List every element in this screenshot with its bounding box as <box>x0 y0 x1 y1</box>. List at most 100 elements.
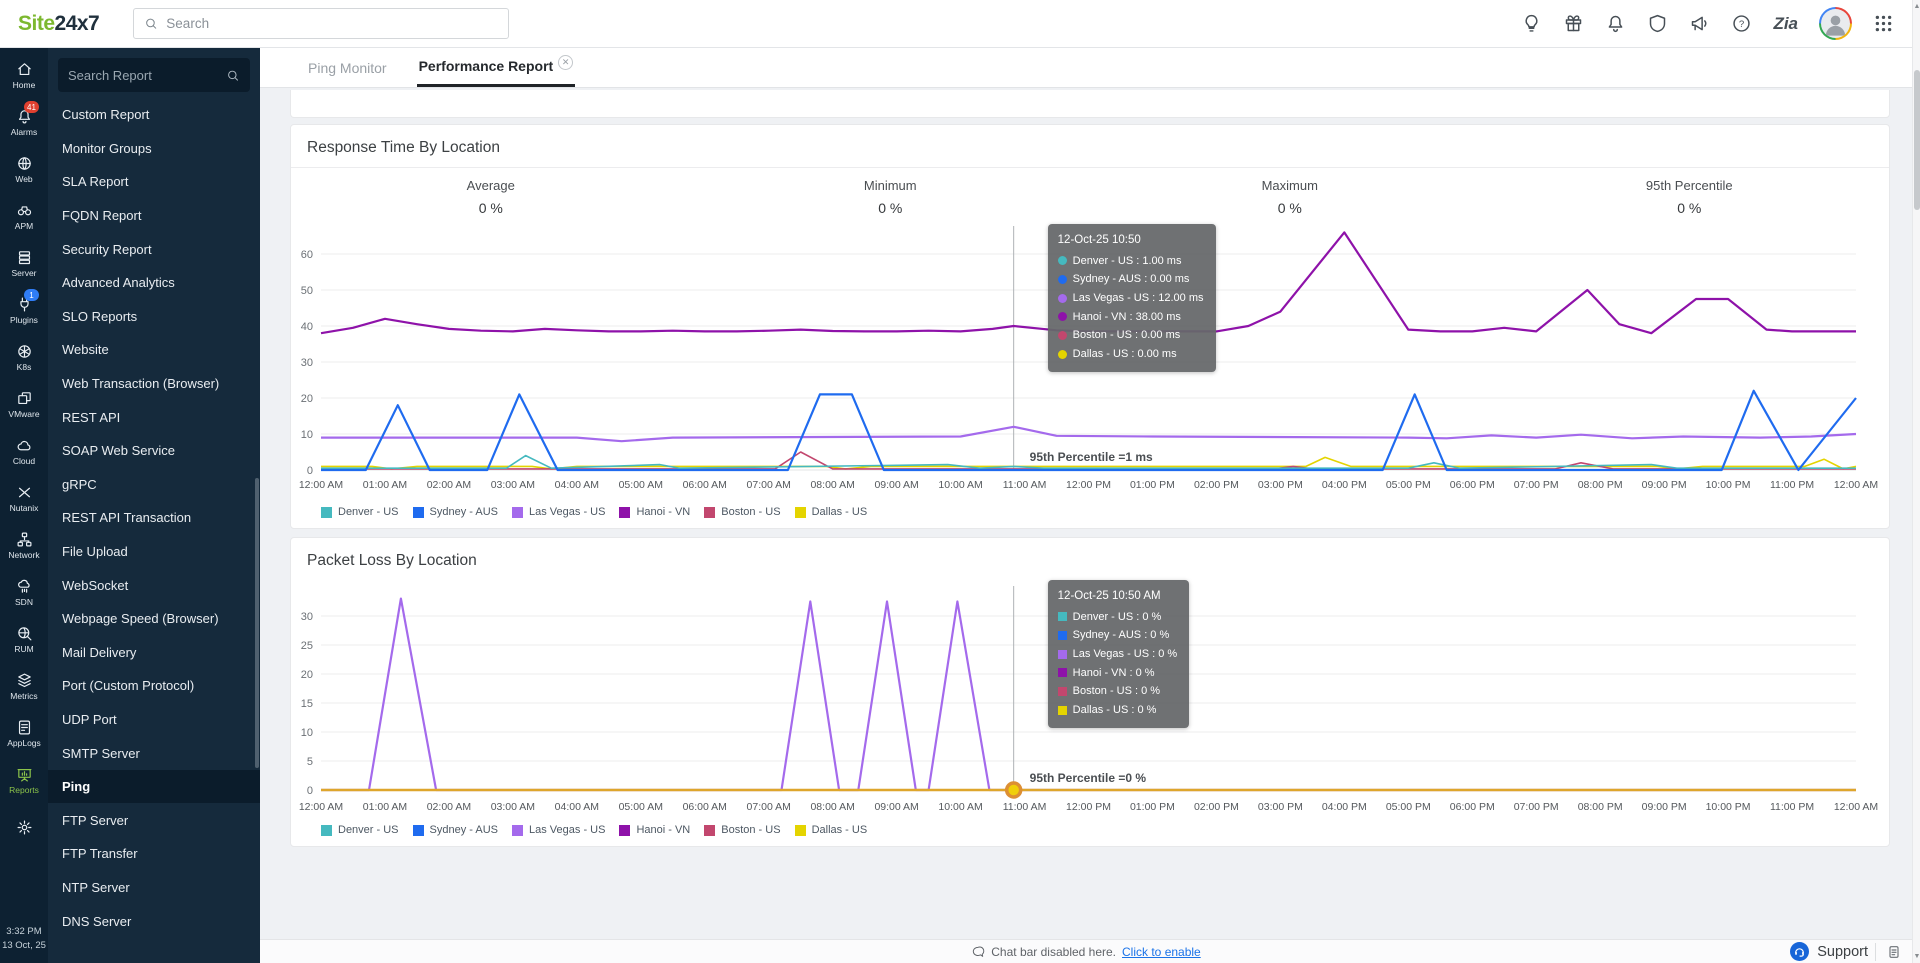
stat-value: 0 % <box>1677 200 1702 216</box>
page-scrollbar[interactable]: ▲ ▼ <box>1912 0 1920 963</box>
sidebar-item-web-transaction-browser-[interactable]: Web Transaction (Browser) <box>62 376 220 392</box>
sidebar-item-webpage-speed-browser-[interactable]: Webpage Speed (Browser) <box>62 611 219 627</box>
legend-las-vegas-us[interactable]: Las Vegas - US <box>512 506 605 518</box>
scrollbar-thumb[interactable] <box>1914 70 1920 210</box>
percentile-annotation: 95th Percentile =1 ms <box>1030 450 1153 464</box>
help-icon[interactable]: ? <box>1731 13 1752 34</box>
scroll-up-arrow[interactable]: ▲ <box>1913 3 1920 10</box>
svg-text:08:00 AM: 08:00 AM <box>810 479 854 491</box>
sidebar-item-grpc[interactable]: gRPC <box>62 476 97 492</box>
legend-denver-us[interactable]: Denver - US <box>321 506 399 518</box>
sidebar-item-monitor-groups[interactable]: Monitor Groups <box>62 140 152 156</box>
shield-icon[interactable] <box>1647 13 1668 34</box>
rail-item-rum[interactable]: RUM <box>0 616 48 663</box>
site24x7-logo[interactable]: Site24x7 <box>18 12 100 36</box>
legend-sydney-aus[interactable]: Sydney - AUS <box>412 824 498 836</box>
rail-item-home[interactable]: Home <box>0 52 48 99</box>
svg-text:07:00 AM: 07:00 AM <box>747 801 791 813</box>
legend-label: Boston - US <box>721 506 781 518</box>
tooltip-row: Sydney - AUS : 0.00 ms <box>1057 270 1204 289</box>
rail-item-server[interactable]: Server <box>0 240 48 287</box>
rail-item-applogs[interactable]: AppLogs <box>0 710 48 757</box>
legend-boston-us[interactable]: Boston - US <box>704 824 781 836</box>
sidebar-item-rest-api[interactable]: REST API <box>62 409 121 425</box>
lightbulb-icon[interactable] <box>1521 13 1542 34</box>
chat-enable-link[interactable]: Click to enable <box>1122 944 1201 959</box>
tooltip-row: Las Vegas - US : 12.00 ms <box>1057 289 1204 308</box>
legend-las-vegas-us[interactable]: Las Vegas - US <box>512 824 605 836</box>
legend-dallas-us[interactable]: Dallas - US <box>794 824 867 836</box>
k8s-icon <box>16 343 33 360</box>
sidebar-item-smtp-server[interactable]: SMTP Server <box>62 745 140 761</box>
sidebar-item-ftp-transfer[interactable]: FTP Transfer <box>62 846 138 862</box>
gift-icon[interactable] <box>1563 13 1584 34</box>
sidebar-item-soap-web-service[interactable]: SOAP Web Service <box>62 443 175 459</box>
legend-sydney-aus[interactable]: Sydney - AUS <box>412 506 498 518</box>
tab-ping-monitor[interactable]: Ping Monitor <box>308 60 387 76</box>
rail-item-alarms[interactable]: Alarms 41 <box>0 99 48 146</box>
sidebar-item-fqdn-report[interactable]: FQDN Report <box>62 208 142 224</box>
user-avatar[interactable] <box>1819 7 1852 40</box>
legend-hanoi-vn[interactable]: Hanoi - VN <box>619 506 690 518</box>
legend-denver-us[interactable]: Denver - US <box>321 824 399 836</box>
tab-performance-report[interactable]: Performance Report ✕ <box>416 55 576 87</box>
sidebar-item-advanced-analytics[interactable]: Advanced Analytics <box>62 275 175 291</box>
legend-boston-us[interactable]: Boston - US <box>704 506 781 518</box>
sidebar-item-security-report[interactable]: Security Report <box>62 241 152 257</box>
legend-swatch <box>321 824 332 836</box>
close-tab-icon[interactable]: ✕ <box>558 55 574 70</box>
global-search-input[interactable] <box>166 16 499 31</box>
sidebar-item-sla-report[interactable]: SLA Report <box>62 174 129 190</box>
sidebar-item-website[interactable]: Website <box>62 342 109 358</box>
rail-item-web[interactable]: Web <box>0 146 48 193</box>
legend-hanoi-vn[interactable]: Hanoi - VN <box>619 824 690 836</box>
sidebar-item-rest-api-transaction[interactable]: REST API Transaction <box>62 510 192 526</box>
sidebar-scrollbar[interactable] <box>255 478 259 768</box>
rail-item-sdn[interactable]: SDN <box>0 569 48 616</box>
footer-bar: Chat bar disabled here. Click to enable … <box>260 939 1912 963</box>
svg-text:05:00 PM: 05:00 PM <box>1386 479 1431 491</box>
feedback-doc-icon[interactable] <box>1886 944 1902 960</box>
sidebar-item-file-upload[interactable]: File Upload <box>62 544 128 560</box>
report-search-input[interactable] <box>68 67 227 83</box>
sidebar-item-udp-port[interactable]: UDP Port <box>62 711 117 727</box>
sidebar-item-slo-reports[interactable]: SLO Reports <box>62 308 138 324</box>
tooltip-row: Denver - US : 0 % <box>1057 608 1178 627</box>
svg-text:05:00 PM: 05:00 PM <box>1386 801 1431 813</box>
clock-date: 13 Oct, 25 <box>2 940 46 952</box>
svg-text:06:00 PM: 06:00 PM <box>1450 479 1495 491</box>
rail-item-vmware[interactable]: VMware <box>0 381 48 428</box>
sidebar-item-ntp-server[interactable]: NTP Server <box>62 879 130 895</box>
rail-item-plugins[interactable]: Plugins 1 <box>0 287 48 334</box>
rail-item-reports[interactable]: Reports <box>0 757 48 804</box>
rail-item-nutanix[interactable]: Nutanix <box>0 475 48 522</box>
support-button[interactable]: Support <box>1790 942 1868 961</box>
stat-average: Average 0 % <box>291 178 691 216</box>
rail-item-k8s[interactable]: K8s <box>0 334 48 381</box>
report-search[interactable] <box>58 58 250 92</box>
sidebar-item-ftp-server[interactable]: FTP Server <box>62 812 129 828</box>
rail-item-apm[interactable]: APM <box>0 193 48 240</box>
series-hanoi-vn <box>320 231 1856 335</box>
legend-dallas-us[interactable]: Dallas - US <box>794 506 867 518</box>
rail-item-metrics[interactable]: Metrics <box>0 663 48 710</box>
sidebar-item-mail-delivery[interactable]: Mail Delivery <box>62 644 137 660</box>
sidebar-item-dns-server[interactable]: DNS Server <box>62 913 132 929</box>
rail-item-network[interactable]: Network <box>0 522 48 569</box>
tooltip-timestamp: 12-Oct-25 10:50 <box>1057 234 1141 246</box>
sidebar-item-ping[interactable]: Ping <box>48 769 260 804</box>
global-search[interactable] <box>133 8 510 39</box>
sidebar-item-port-custom-protocol-[interactable]: Port (Custom Protocol) <box>62 678 195 694</box>
tooltip-row: Hanoi - VN : 38.00 ms <box>1057 308 1204 327</box>
rail-item-settings[interactable] <box>0 804 48 851</box>
rail-item-cloud[interactable]: Cloud <box>0 428 48 475</box>
zia-icon[interactable]: Zia <box>1773 13 1798 33</box>
scroll-down-arrow[interactable]: ▼ <box>1913 953 1920 960</box>
apps-icon[interactable] <box>1873 13 1894 34</box>
svg-text:05:00 AM: 05:00 AM <box>619 479 663 491</box>
sidebar-item-custom-report[interactable]: Custom Report <box>62 107 150 123</box>
megaphone-icon[interactable] <box>1689 13 1710 34</box>
svg-text:?: ? <box>1739 19 1744 30</box>
bell-icon[interactable] <box>1605 13 1626 34</box>
sidebar-item-websocket[interactable]: WebSocket <box>62 577 129 593</box>
